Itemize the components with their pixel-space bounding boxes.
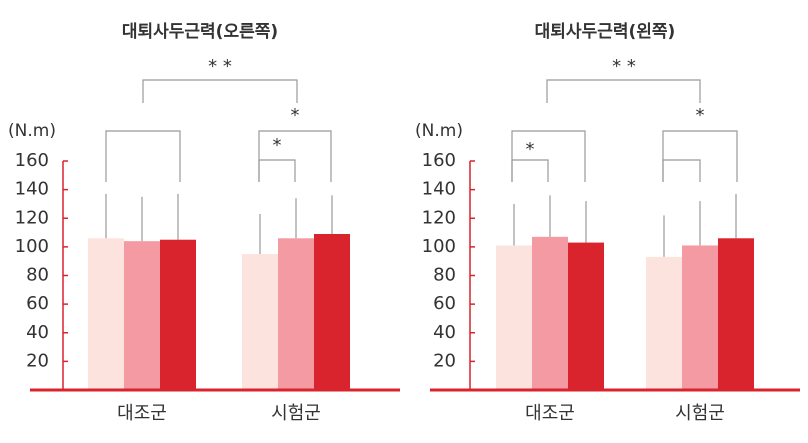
bar [532,236,568,390]
significance-mark: * * [612,56,636,77]
bracket [662,130,738,182]
significance-mark: * [291,105,300,126]
y-tick-label: 140 [15,179,49,200]
y-tick-label: 80 [26,265,49,286]
bracket [662,159,701,182]
y-tick-label: 160 [15,150,49,171]
bar [496,245,532,390]
y-tick-label: 160 [422,150,456,171]
y-tick-label: 120 [15,207,49,228]
x-tick-label: 대조군 [117,403,167,424]
significance-mark: * [526,139,535,160]
significance-mark: * [273,135,282,156]
bar [278,238,314,390]
y-tick-label: 20 [433,350,456,371]
y-tick-label: 120 [422,207,456,228]
y-axis-label: (N.m) [415,121,463,141]
chart-title: 대퇴사두근력(오른쪽) [122,22,278,42]
chart-title: 대퇴사두근력(왼쪽) [535,22,676,42]
x-tick-label: 시험군 [271,403,321,424]
bracket [258,159,296,182]
x-tick-label: 대조군 [525,403,575,424]
bracket [105,130,181,182]
bar [568,242,604,390]
y-tick-label: 60 [26,293,49,314]
significance-mark: * * [208,56,232,77]
bracket [258,130,332,182]
bar [88,238,124,390]
brackets [105,79,738,182]
bracket [142,79,298,103]
y-tick-label: 40 [26,322,49,343]
significance-mark: * [696,105,705,126]
bar [160,239,196,390]
bar [314,233,350,390]
y-tick-label: 40 [433,322,456,343]
bar [646,256,682,390]
y-tick-label: 100 [422,236,456,257]
y-tick-label: 100 [15,236,49,257]
y-tick-label: 80 [433,265,456,286]
bar [682,245,718,390]
bracket [511,159,549,182]
bar [124,241,160,390]
x-tick-label: 시험군 [675,403,725,424]
y-tick-label: 140 [422,179,456,200]
y-tick-label: 20 [26,350,49,371]
bracket [511,130,586,182]
bar [242,254,278,390]
y-tick-label: 60 [433,293,456,314]
y-axis-label: (N.m) [8,121,56,141]
bracket [546,79,701,103]
bar [718,238,754,390]
